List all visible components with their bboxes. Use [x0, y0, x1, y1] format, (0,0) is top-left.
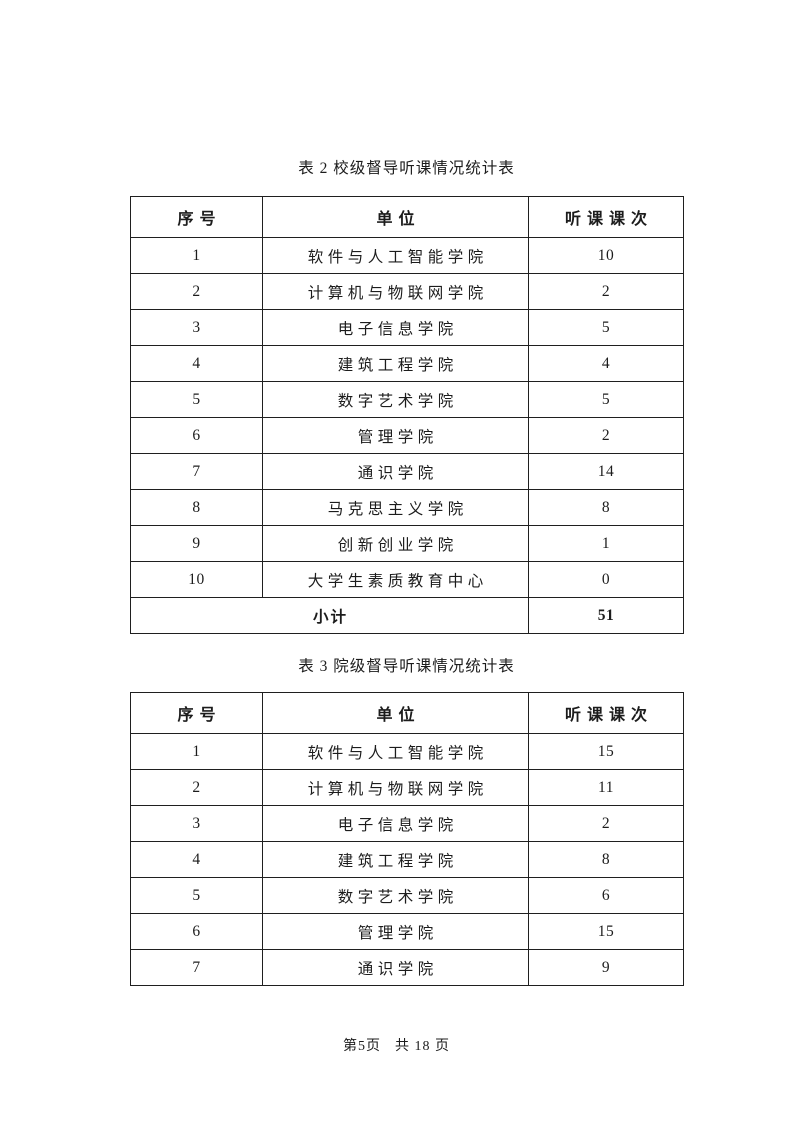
cell-count: 2: [528, 805, 684, 842]
page-number: 第5页: [343, 1039, 381, 1054]
cell-no: 3: [130, 309, 263, 346]
table-row: 2 计算机与物联网学院 2: [130, 273, 684, 310]
table-row: 7 通识学院 9: [130, 949, 684, 986]
cell-count: 8: [528, 489, 684, 526]
cell-count: 11: [528, 769, 684, 806]
cell-no: 10: [130, 561, 263, 598]
cell-unit: 数字艺术学院: [262, 381, 529, 418]
cell-no: 3: [130, 805, 263, 842]
cell-unit: 通识学院: [262, 949, 529, 986]
cell-count: 15: [528, 913, 684, 950]
table-row: 5 数字艺术学院 5: [130, 381, 684, 418]
cell-no: 9: [130, 525, 263, 562]
column-header-no: 序号: [130, 196, 263, 238]
column-header-no: 序号: [130, 692, 263, 734]
cell-no: 2: [130, 769, 263, 806]
cell-no: 4: [130, 841, 263, 878]
table-row: 4 建筑工程学院 8: [130, 841, 684, 878]
subtotal-row: 小计 51: [130, 597, 684, 634]
cell-unit: 马克思主义学院: [262, 489, 529, 526]
cell-no: 2: [130, 273, 263, 310]
cell-no: 7: [130, 453, 263, 490]
cell-unit: 大学生素质教育中心: [262, 561, 529, 598]
cell-count: 2: [528, 273, 684, 310]
table-row: 1 软件与人工智能学院 10: [130, 237, 684, 274]
cell-count: 5: [528, 309, 684, 346]
subtotal-label: 小计: [130, 597, 529, 634]
table-row: 7 通识学院 14: [130, 453, 684, 490]
cell-no: 4: [130, 345, 263, 382]
column-header-count: 听课课次: [528, 692, 684, 734]
cell-count: 5: [528, 381, 684, 418]
cell-unit: 建筑工程学院: [262, 345, 529, 382]
cell-unit: 数字艺术学院: [262, 877, 529, 914]
table-row: 3 电子信息学院 5: [130, 309, 684, 346]
table-row: 2 计算机与物联网学院 11: [130, 769, 684, 806]
cell-count: 4: [528, 345, 684, 382]
subtotal-value: 51: [528, 597, 684, 634]
cell-count: 6: [528, 877, 684, 914]
table-row: 1 软件与人工智能学院 15: [130, 733, 684, 770]
table-2-title: 表 2 校级督导听课情况统计表: [298, 160, 515, 177]
page-content: 表 2 校级督导听课情况统计表 序号 单位 听课课次 1 软件与人工智能学院 10 2…: [130, 160, 684, 986]
cell-unit: 电子信息学院: [262, 805, 529, 842]
cell-no: 8: [130, 489, 263, 526]
table-3-title: 表 3 院级督导听课情况统计表: [298, 658, 515, 675]
cell-unit: 管理学院: [262, 913, 529, 950]
cell-no: 7: [130, 949, 263, 986]
cell-count: 10: [528, 237, 684, 274]
table-row: 4 建筑工程学院 4: [130, 345, 684, 382]
cell-unit: 管理学院: [262, 417, 529, 454]
cell-unit: 计算机与物联网学院: [262, 769, 529, 806]
cell-no: 5: [130, 877, 263, 914]
cell-unit: 创新创业学院: [262, 525, 529, 562]
column-header-unit: 单位: [262, 196, 529, 238]
cell-no: 6: [130, 913, 263, 950]
table-row: 3 电子信息学院 2: [130, 805, 684, 842]
cell-unit: 软件与人工智能学院: [262, 733, 529, 770]
table-header-row: 序号 单位 听课课次: [130, 196, 684, 238]
cell-unit: 通识学院: [262, 453, 529, 490]
page-total: 共 18 页: [395, 1039, 450, 1054]
table-row: 10 大学生素质教育中心 0: [130, 561, 684, 598]
cell-unit: 建筑工程学院: [262, 841, 529, 878]
cell-no: 1: [130, 237, 263, 274]
column-header-count: 听课课次: [528, 196, 684, 238]
table-row: 5 数字艺术学院 6: [130, 877, 684, 914]
cell-count: 1: [528, 525, 684, 562]
table-row: 9 创新创业学院 1: [130, 525, 684, 562]
cell-count: 15: [528, 733, 684, 770]
cell-unit: 软件与人工智能学院: [262, 237, 529, 274]
table-college-level: 序号 单位 听课课次 1 软件与人工智能学院 15 2 计算机与物联网学院 11 3 电子信息…: [130, 692, 684, 986]
cell-count: 8: [528, 841, 684, 878]
page-footer: 第5页共 18 页: [0, 1035, 793, 1055]
column-header-unit: 单位: [262, 692, 529, 734]
cell-no: 6: [130, 417, 263, 454]
cell-count: 9: [528, 949, 684, 986]
table-school-level: 序号 单位 听课课次 1 软件与人工智能学院 10 2 计算机与物联网学院 2 3 电子信息学…: [130, 196, 684, 634]
table-row: 6 管理学院 2: [130, 417, 684, 454]
cell-no: 1: [130, 733, 263, 770]
cell-unit: 电子信息学院: [262, 309, 529, 346]
cell-no: 5: [130, 381, 263, 418]
cell-count: 14: [528, 453, 684, 490]
cell-count: 0: [528, 561, 684, 598]
table-row: 8 马克思主义学院 8: [130, 489, 684, 526]
cell-unit: 计算机与物联网学院: [262, 273, 529, 310]
table-row: 6 管理学院 15: [130, 913, 684, 950]
cell-count: 2: [528, 417, 684, 454]
table-header-row: 序号 单位 听课课次: [130, 692, 684, 734]
